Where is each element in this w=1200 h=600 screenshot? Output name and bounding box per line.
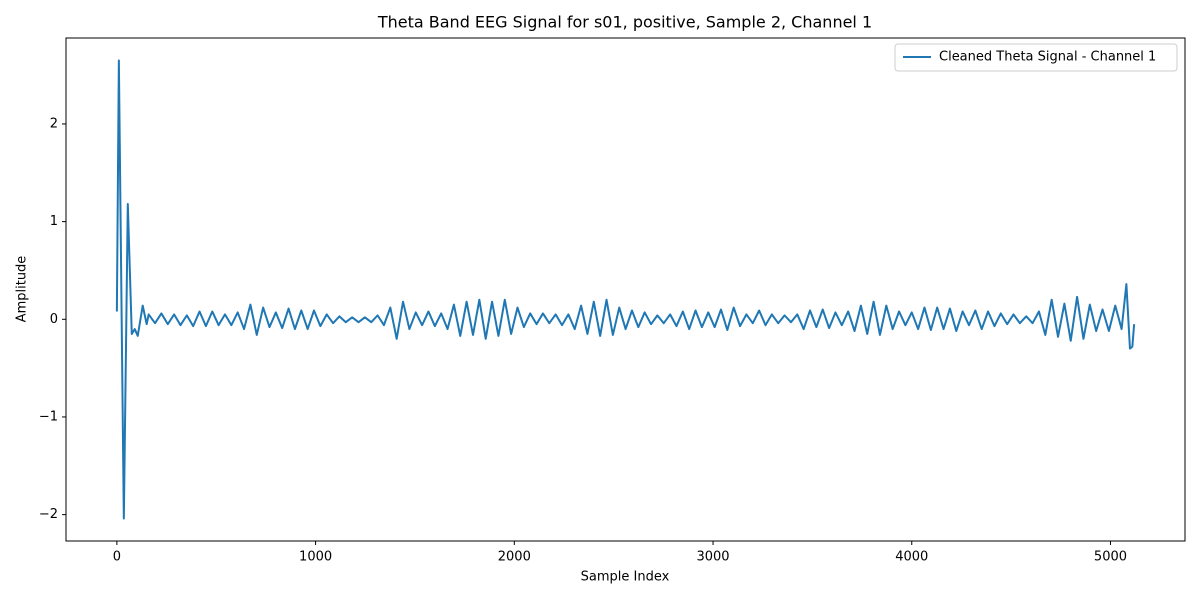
x-tick-label: 3000 [696,550,729,565]
y-tick-label: −1 [39,409,58,424]
plot-frame [65,37,1186,542]
y-tick-label: 1 [50,214,58,229]
legend-box [894,43,1178,72]
x-axis-label: Sample Index [581,570,670,585]
y-tick-label: 0 [50,312,58,327]
x-tick-label: 1000 [299,550,332,565]
y-tick-label: 2 [50,116,58,131]
y-tick-label: −2 [39,507,58,522]
x-tick-label: 4000 [895,550,928,565]
line-series [115,59,1136,520]
legend-label: Cleaned Theta Signal - Channel 1 [939,50,1156,65]
x-tick-label: 2000 [498,550,531,565]
chart-title: Theta Band EEG Signal for s01, positive,… [377,13,872,32]
x-tick-label: 0 [113,550,121,565]
x-tick-label: 5000 [1094,550,1127,565]
y-axis-label: Amplitude [15,256,30,323]
